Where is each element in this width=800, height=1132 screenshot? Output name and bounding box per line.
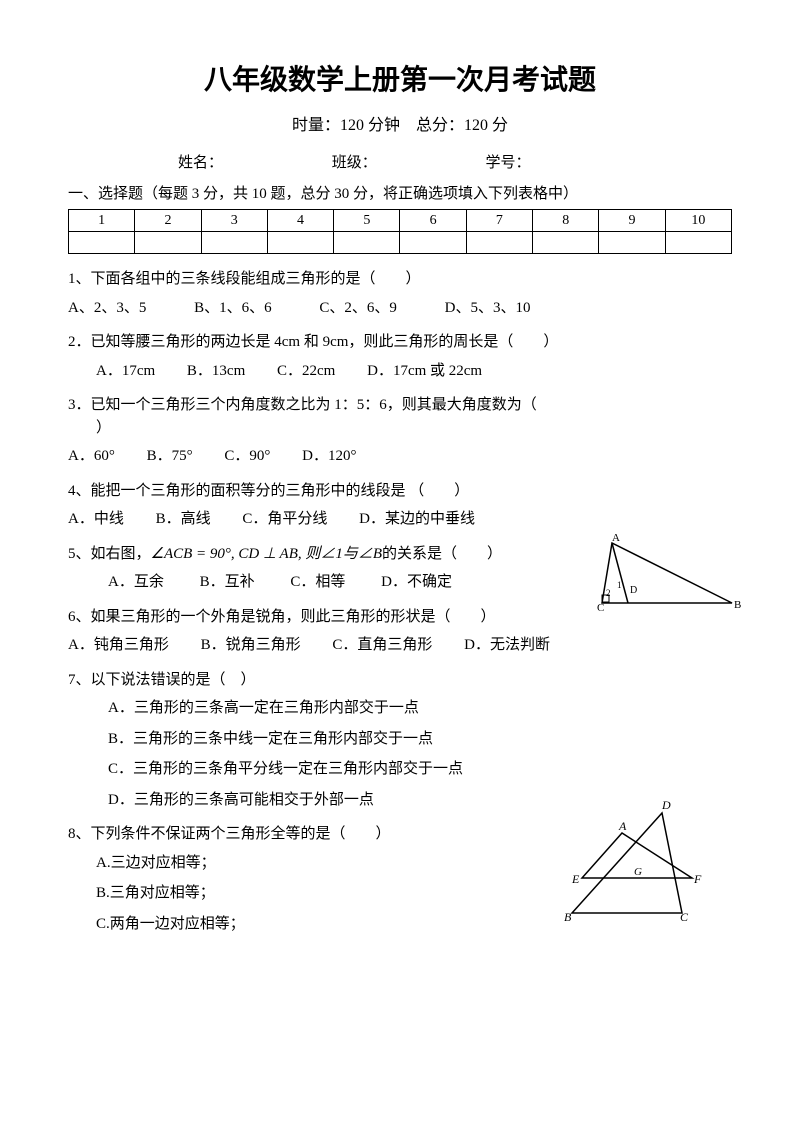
name-label: 姓名： — [178, 152, 328, 175]
q4-opt-d: D．某边的中垂线 — [359, 508, 475, 531]
q5-prefix: 5、如右图， — [68, 546, 151, 562]
q1-opt-a: A、2、3、5 — [68, 297, 146, 320]
fig1-label-a: A — [612, 533, 620, 544]
q2-opt-c: C．22cm — [277, 360, 335, 383]
q6-opt-b: B．锐角三角形 — [201, 634, 301, 657]
q6-opt-a: A．钝角三角形 — [68, 634, 169, 657]
q8-opt-a: A.三边对应相等； — [96, 852, 552, 875]
q2-opt-b: B．13cm — [187, 360, 245, 383]
fig1-label-d: D — [630, 585, 637, 596]
q5-math: ∠ACB = 90°, CD ⊥ AB, 则∠1与∠B — [151, 546, 383, 562]
q1-opt-b: B、1、6、6 — [194, 297, 272, 320]
q7-opt-a: A．三角形的三条高一定在三角形内部交于一点 — [108, 697, 732, 720]
ans-7[interactable] — [466, 232, 532, 254]
q8-opt-b: B.三角对应相等； — [96, 882, 552, 905]
fig1-label-1: 1 — [617, 580, 622, 590]
q6-opt-c: C．直角三角形 — [332, 634, 432, 657]
ans-2[interactable] — [135, 232, 201, 254]
q5-opt-a: A．互余 — [108, 571, 164, 594]
col-9: 9 — [599, 210, 665, 232]
col-8: 8 — [533, 210, 599, 232]
col-7: 7 — [466, 210, 532, 232]
q3-opt-a: A．60° — [68, 445, 115, 468]
col-3: 3 — [201, 210, 267, 232]
class-label: 班级： — [332, 152, 482, 175]
q3-opt-d: D．120° — [302, 445, 356, 468]
q1-opt-d: D、5、3、10 — [445, 297, 531, 320]
student-info: 姓名： 班级： 学号： — [68, 152, 732, 175]
fig2-label-b: B — [564, 910, 572, 924]
fig2-label-e: E — [571, 872, 580, 886]
fig2-label-a: A — [618, 819, 627, 833]
q5-opt-c: C．相等 — [290, 571, 345, 594]
ans-6[interactable] — [400, 232, 466, 254]
number-label: 学号： — [486, 152, 531, 175]
q7-text: 7、以下说法错误的是（ ） — [68, 669, 732, 692]
fig1-label-b: B — [734, 599, 741, 611]
col-4: 4 — [267, 210, 333, 232]
col-5: 5 — [334, 210, 400, 232]
ans-1[interactable] — [69, 232, 135, 254]
table-answer-row — [69, 232, 732, 254]
q5-suffix: 的关系是（ ） — [382, 546, 502, 562]
time-limit: 时量：120 分钟 — [292, 117, 400, 134]
question-1: 1、下面各组中的三条线段能组成三角形的是（ ） A、2、3、5 B、1、6、6 … — [68, 268, 732, 319]
q8-text: 8、下列条件不保证两个三角形全等的是（ ） — [68, 823, 552, 846]
ans-8[interactable] — [533, 232, 599, 254]
q3-opt-b: B．75° — [147, 445, 193, 468]
question-3: 3．已知一个三角形三个内角度数之比为 1：5：6，则其最大角度数为（ ） A．6… — [68, 394, 732, 468]
ans-5[interactable] — [334, 232, 400, 254]
col-2: 2 — [135, 210, 201, 232]
q3-text: 3．已知一个三角形三个内角度数之比为 1：5：6，则其最大角度数为（ ） — [68, 394, 732, 439]
fig2-label-g: G — [634, 866, 642, 878]
q3-text-1: 3．已知一个三角形三个内角度数之比为 1：5：6，则其最大角度数为（ — [68, 397, 537, 413]
table-header-row: 1 2 3 4 5 6 7 8 9 10 — [69, 210, 732, 232]
page-title: 八年级数学上册第一次月考试题 — [68, 60, 732, 102]
subtitle: 时量：120 分钟 总分：120 分 — [68, 114, 732, 138]
section-1-header: 一、选择题（每题 3 分，共 10 题，总分 30 分，将正确选项填入下列表格中… — [68, 183, 732, 206]
question-6: 6、如果三角形的一个外角是锐角，则此三角形的形状是（ ） A．钝角三角形 B．锐… — [68, 606, 732, 657]
question-4: 4、能把一个三角形的面积等分的三角形中的线段是 （ ） A．中线 B．高线 C．… — [68, 480, 732, 531]
fig2-label-f: F — [693, 872, 702, 886]
q1-opt-c: C、2、6、9 — [319, 297, 397, 320]
fig2-label-c: C — [680, 910, 689, 924]
q3-text-2: ） — [68, 420, 111, 436]
q5-opt-d: D．不确定 — [381, 571, 452, 594]
question-5: 5、如右图，∠ACB = 90°, CD ⊥ AB, 则∠1与∠B的关系是（ ）… — [68, 543, 732, 594]
q2-text: 2．已知等腰三角形的两边长是 4cm 和 9cm，则此三角形的周长是（ ） — [68, 331, 732, 354]
triangle-figure-1: A B C D 1 2 — [592, 533, 742, 613]
question-7: 7、以下说法错误的是（ ） A．三角形的三条高一定在三角形内部交于一点 B．三角… — [68, 669, 732, 812]
answer-table: 1 2 3 4 5 6 7 8 9 10 — [68, 209, 732, 254]
q4-opt-c: C．角平分线 — [242, 508, 327, 531]
q6-text: 6、如果三角形的一个外角是锐角，则此三角形的形状是（ ） — [68, 606, 732, 629]
q4-text: 4、能把一个三角形的面积等分的三角形中的线段是 （ ） — [68, 480, 732, 503]
q2-opt-d: D．17cm 或 22cm — [367, 360, 482, 383]
q3-opt-c: C．90° — [224, 445, 270, 468]
q7-opt-b: B．三角形的三条中线一定在三角形内部交于一点 — [108, 728, 732, 751]
q4-opt-a: A．中线 — [68, 508, 124, 531]
q1-text: 1、下面各组中的三条线段能组成三角形的是（ ） — [68, 268, 732, 291]
ans-9[interactable] — [599, 232, 665, 254]
ans-3[interactable] — [201, 232, 267, 254]
ans-10[interactable] — [665, 232, 731, 254]
q6-opt-d: D．无法判断 — [464, 634, 550, 657]
triangle-figure-2: A B C D E F G — [552, 793, 712, 933]
total-score: 总分：120 分 — [416, 117, 508, 134]
q2-opt-a: A．17cm — [96, 360, 155, 383]
ans-4[interactable] — [267, 232, 333, 254]
col-6: 6 — [400, 210, 466, 232]
question-2: 2．已知等腰三角形的两边长是 4cm 和 9cm，则此三角形的周长是（ ） A．… — [68, 331, 732, 382]
q5-text: 5、如右图，∠ACB = 90°, CD ⊥ AB, 则∠1与∠B的关系是（ ） — [68, 543, 582, 566]
question-8: 8、下列条件不保证两个三角形全等的是（ ） A.三边对应相等； B.三角对应相等… — [68, 823, 732, 935]
col-10: 10 — [665, 210, 731, 232]
q8-opt-c: C.两角一边对应相等； — [96, 913, 552, 936]
fig1-label-2: 2 — [606, 588, 611, 598]
q4-opt-b: B．高线 — [156, 508, 211, 531]
q7-opt-c: C．三角形的三条角平分线一定在三角形内部交于一点 — [108, 758, 732, 781]
fig2-label-d: D — [661, 798, 671, 812]
q5-opt-b: B．互补 — [200, 571, 255, 594]
col-1: 1 — [69, 210, 135, 232]
